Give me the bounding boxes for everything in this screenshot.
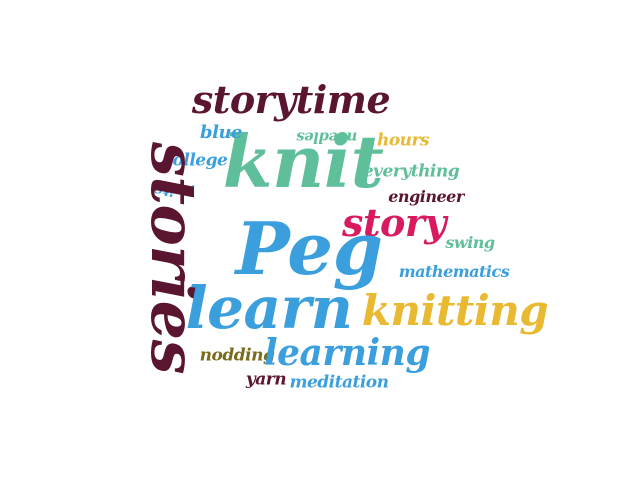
word-peg: Peg (235, 206, 383, 291)
word-mathematics: mathematics (398, 262, 510, 281)
word-storytime: storytime (191, 77, 391, 122)
word-knit: knit (222, 119, 384, 204)
word-hours: hours (376, 130, 430, 151)
word-nodding: nodding (199, 345, 275, 366)
word-story: story (342, 200, 446, 245)
word-blue: blue (200, 122, 242, 143)
word-learning: learning (263, 332, 431, 374)
word-yarn: yarn (245, 369, 287, 390)
word-meditation: meditation (289, 372, 389, 393)
word-engineer: engineer (388, 187, 464, 206)
word-needles: needles (296, 128, 358, 147)
word-swing: swing (445, 233, 495, 252)
word-learn: learn (185, 274, 353, 342)
word-college: college (162, 150, 228, 171)
word-everything: everything (362, 161, 460, 182)
word-knitting: knitting (361, 286, 549, 335)
